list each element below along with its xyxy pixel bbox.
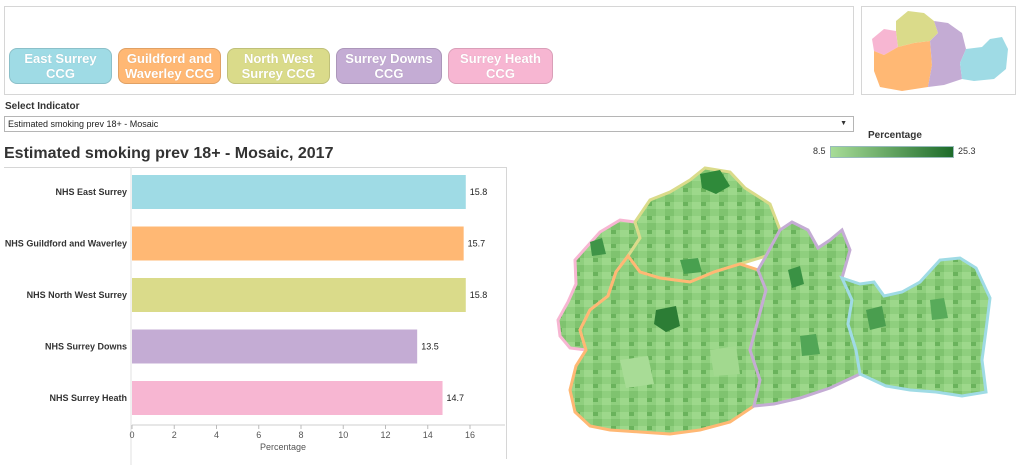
- mini-map-region-surrey-heath[interactable]: [872, 29, 898, 55]
- ccg-button-label: Surrey Heath: [460, 51, 541, 66]
- data-label: 14.7: [447, 393, 465, 403]
- x-tick-label: 10: [338, 430, 348, 440]
- category-label: NHS North West Surrey: [27, 290, 127, 300]
- map-district-dark[interactable]: [654, 306, 680, 332]
- ccg-button-label: East Surrey: [24, 51, 97, 66]
- ccg-mini-map[interactable]: [861, 6, 1016, 95]
- ccg-button-label: CCG: [486, 66, 515, 81]
- mini-map-svg: [872, 11, 1008, 91]
- map-district-light[interactable]: [710, 346, 740, 376]
- ccg-button-label: Surrey Downs: [345, 51, 433, 66]
- data-label: 13.5: [421, 342, 439, 352]
- map-district-dark[interactable]: [930, 298, 948, 320]
- map-district-dark[interactable]: [866, 306, 886, 330]
- bar[interactable]: [132, 175, 466, 209]
- bar[interactable]: [132, 329, 418, 364]
- map-district-dark[interactable]: [590, 238, 606, 256]
- indicator-selected-value: Estimated smoking prev 18+ - Mosaic: [8, 119, 159, 129]
- legend-max-value: 25.3: [958, 146, 976, 156]
- ccg-button-label: CCG: [46, 66, 75, 81]
- x-tick-label: 6: [256, 430, 261, 440]
- data-label: 15.8: [470, 187, 488, 197]
- ccg-button-surrey-heath[interactable]: Surrey Heath CCG: [448, 48, 553, 84]
- bar-chart-frame: [4, 167, 507, 459]
- x-tick-label: 4: [214, 430, 219, 440]
- mini-map-region-north-west-surrey[interactable]: [896, 11, 938, 47]
- map-district-dark[interactable]: [788, 266, 804, 288]
- bar[interactable]: [132, 278, 466, 312]
- map-region-east-surrey[interactable]: [839, 256, 992, 398]
- data-label: 15.7: [468, 239, 486, 249]
- x-tick-label: 0: [129, 430, 134, 440]
- legend-min-value: 8.5: [813, 146, 826, 156]
- chevron-down-icon: ▼: [840, 120, 847, 127]
- select-indicator-label: Select Indicator: [5, 101, 80, 112]
- ccg-button-guildford-waverley[interactable]: Guildford and Waverley CCG: [118, 48, 221, 84]
- ccg-button-surrey-downs[interactable]: Surrey Downs CCG: [336, 48, 442, 84]
- mini-map-region-guildford-waverley[interactable]: [874, 41, 932, 91]
- bar[interactable]: [132, 226, 464, 261]
- map-district-dark[interactable]: [800, 334, 820, 356]
- map-region-guildford-waverley[interactable]: [568, 253, 768, 436]
- ccg-button-label: Waverley CCG: [124, 66, 215, 81]
- ccg-button-label: Surrey CCG: [241, 66, 316, 81]
- ccg-filter-panel: East Surrey CCG Guildford and Waverley CCG…: [4, 6, 854, 95]
- map-district-dark[interactable]: [680, 258, 702, 274]
- x-tick-label: 2: [172, 430, 177, 440]
- x-tick-label: 8: [298, 430, 303, 440]
- category-label: NHS Surrey Downs: [45, 342, 127, 352]
- ccg-button-east-surrey[interactable]: East Surrey CCG: [9, 48, 112, 84]
- chart-title: Estimated smoking prev 18+ - Mosaic, 201…: [4, 145, 334, 162]
- x-tick-label: 12: [380, 430, 390, 440]
- map-district-light[interactable]: [620, 356, 654, 388]
- x-axis-title: Percentage: [260, 442, 306, 452]
- ccg-button-north-west-surrey[interactable]: North West Surrey CCG: [227, 48, 330, 84]
- legend-color-gradient: [830, 146, 954, 158]
- category-label: NHS Guildford and Waverley: [5, 239, 127, 249]
- x-tick-label: 14: [423, 430, 433, 440]
- bar-chart: NHS East Surrey 15.8 NHS Guildford and Wav…: [5, 167, 505, 465]
- data-label: 15.8: [470, 290, 488, 300]
- ccg-button-label: CCG: [374, 66, 404, 81]
- choropleth-map[interactable]: [530, 160, 1000, 460]
- mini-map-region-east-surrey[interactable]: [960, 37, 1008, 81]
- ccg-button-label: North West: [243, 51, 314, 66]
- category-label: NHS East Surrey: [55, 187, 127, 197]
- x-tick-label: 16: [465, 430, 475, 440]
- mini-map-region-surrey-downs[interactable]: [928, 21, 966, 87]
- ccg-button-label: Guildford and: [126, 51, 213, 66]
- legend-title: Percentage: [868, 130, 922, 141]
- category-label: NHS Surrey Heath: [49, 393, 127, 403]
- indicator-dropdown[interactable]: Estimated smoking prev 18+ - Mosaic ▼: [4, 116, 854, 132]
- bar[interactable]: [132, 381, 443, 415]
- map-district-dark[interactable]: [700, 170, 730, 194]
